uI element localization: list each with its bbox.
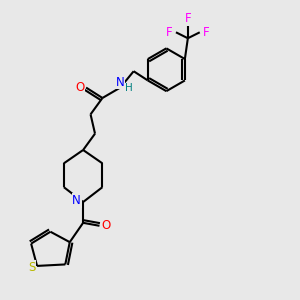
Text: O: O <box>75 81 84 94</box>
Text: H: H <box>125 83 133 93</box>
Text: O: O <box>101 219 111 232</box>
Text: F: F <box>203 26 210 39</box>
Text: N: N <box>116 76 125 89</box>
Text: F: F <box>184 12 191 26</box>
Text: N: N <box>72 194 81 207</box>
Text: F: F <box>166 26 173 39</box>
Text: S: S <box>28 261 35 274</box>
